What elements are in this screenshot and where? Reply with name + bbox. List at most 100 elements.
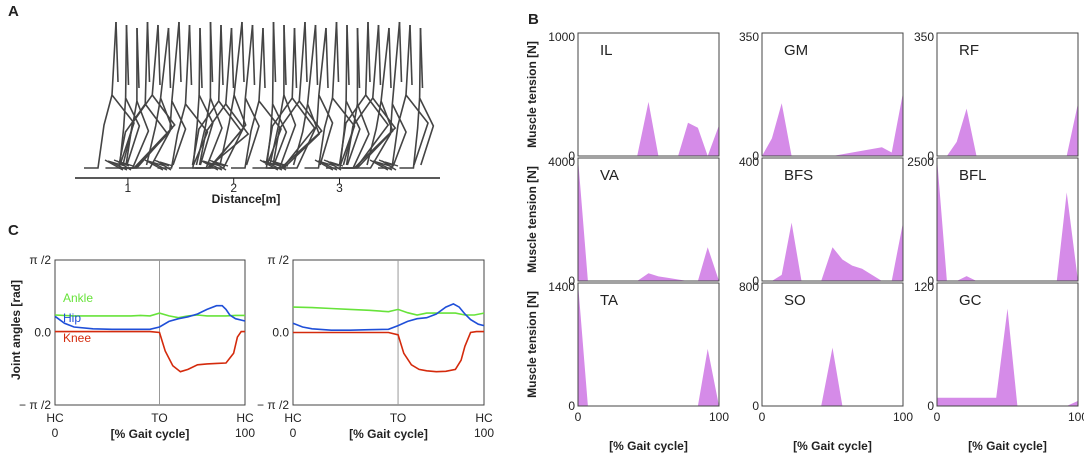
joint-angles-ylabel: Joint angles [rad] <box>9 280 23 380</box>
hip-angle-line <box>292 303 485 331</box>
foot-segment <box>271 160 287 171</box>
stick-limb <box>265 27 296 166</box>
stick-trunk <box>178 21 182 83</box>
hip-angle-line <box>54 304 246 331</box>
stick-trunk <box>241 21 245 83</box>
plot-frame <box>577 282 720 407</box>
stick-trunk <box>220 24 224 86</box>
stick-limb <box>244 24 260 166</box>
event-label: HC <box>236 411 254 425</box>
plot-frame <box>761 157 904 282</box>
stick-trunk <box>409 24 413 86</box>
y-max-label: 400 <box>739 155 759 169</box>
y-max-label: 4000 <box>548 155 575 169</box>
muscle-name: GM <box>784 42 808 59</box>
x-tick-label: 0 <box>575 410 582 424</box>
foot-segment <box>372 160 391 167</box>
stick-limb <box>125 24 159 166</box>
muscle-name: GC <box>959 292 982 309</box>
gait-cycle-xlabel: [% Gait cycle] <box>609 439 688 453</box>
y-max-label: 350 <box>914 30 934 44</box>
plot-frame <box>936 282 1079 407</box>
x-tick-label: 0 <box>934 410 941 424</box>
stick-trunk <box>346 24 350 86</box>
y-min-label: 0 <box>752 149 759 163</box>
stick-limb <box>318 27 334 166</box>
event-label: TO <box>151 411 167 425</box>
stick-limb <box>219 21 243 166</box>
event-label: HC <box>475 411 493 425</box>
muscle-name: BFS <box>784 167 813 184</box>
muscle-name: SO <box>784 292 806 309</box>
panel-letter-c: C <box>8 222 19 239</box>
muscle-plot-gm: GM 350 0 <box>739 30 904 163</box>
tension-area <box>762 92 903 156</box>
y-min-label: 0 <box>927 399 934 413</box>
event-label: HC <box>284 411 302 425</box>
foot-segment <box>274 161 289 167</box>
foot-segment <box>110 161 128 171</box>
foot-segment <box>150 161 168 171</box>
foot-segment <box>119 161 134 167</box>
y-tick-label: − π /2 <box>19 398 51 412</box>
foot-segment <box>214 161 229 167</box>
knee-angle-line <box>293 330 484 373</box>
y-min-label: 0 <box>568 274 575 288</box>
stick-trunk <box>209 21 214 83</box>
foot-segment <box>329 161 344 167</box>
y-tick-label: − π /2 <box>257 398 289 412</box>
tension-area <box>937 308 1078 406</box>
y-min-label: 0 <box>927 274 934 288</box>
y-tick-label: 0.0 <box>272 326 289 340</box>
legend-knee: Knee <box>63 331 91 345</box>
x-tick-label: 100 <box>893 410 913 424</box>
stick-trunk <box>199 27 203 89</box>
stick-limb <box>272 21 306 166</box>
plot-frame <box>577 32 720 157</box>
muscle-name: RF <box>959 42 979 59</box>
plot-frame <box>936 157 1079 282</box>
muscle-name: VA <box>600 167 619 184</box>
foot-segment <box>320 161 338 171</box>
stick-trunk <box>115 21 119 83</box>
x-tick-label: 0 <box>759 410 766 424</box>
muscle-name: IL <box>600 42 613 59</box>
y-min-label: 0 <box>568 399 575 413</box>
foot-segment <box>262 160 281 167</box>
stick-limb <box>145 27 170 166</box>
stick-limb <box>195 21 212 166</box>
stick-trunk <box>314 24 319 86</box>
x-tick-label: 1 <box>125 181 132 195</box>
panel-letter-b: B <box>528 11 539 28</box>
muscle-plot-ta: TA 1400 00 100 [% Gait cycle] Muscle tension … <box>525 280 729 453</box>
foot-segment <box>265 161 283 171</box>
x-tick-label: 0 <box>290 426 297 440</box>
stick-limb <box>283 94 320 169</box>
stick-limb <box>191 24 222 166</box>
legend-hip: Hip <box>63 311 81 325</box>
foot-segment <box>205 161 223 171</box>
muscle-tension-ylabel: Muscle tension [N] <box>525 166 539 273</box>
stick-trunk <box>356 27 361 89</box>
plot-frame <box>761 282 904 407</box>
stick-trunk <box>367 21 371 83</box>
tension-area <box>937 158 1078 281</box>
stick-limb <box>331 21 356 166</box>
foot-segment <box>147 160 166 167</box>
tension-area <box>937 103 1078 156</box>
y-min-label: 0 <box>752 399 759 413</box>
stick-figure-sequence <box>84 21 435 171</box>
y-min-label: 0 <box>927 149 934 163</box>
stick-figure-panel: 1 2 3 Distance[m] <box>75 21 440 206</box>
stick-trunk <box>251 24 256 86</box>
y-max-label: 2500 <box>907 155 934 169</box>
foot-segment <box>156 160 172 171</box>
stick-limb <box>418 27 435 166</box>
muscle-plot-rf: RF 350 0 <box>914 30 1079 163</box>
stick-trunk <box>325 27 329 89</box>
stick-trunk <box>167 27 172 89</box>
stick-trunk <box>283 24 287 86</box>
stick-limb <box>343 100 394 169</box>
joint-angles-panel: Joint angles [rad] π /2 0.0 − π /2 Ankle Hip… <box>9 253 494 441</box>
